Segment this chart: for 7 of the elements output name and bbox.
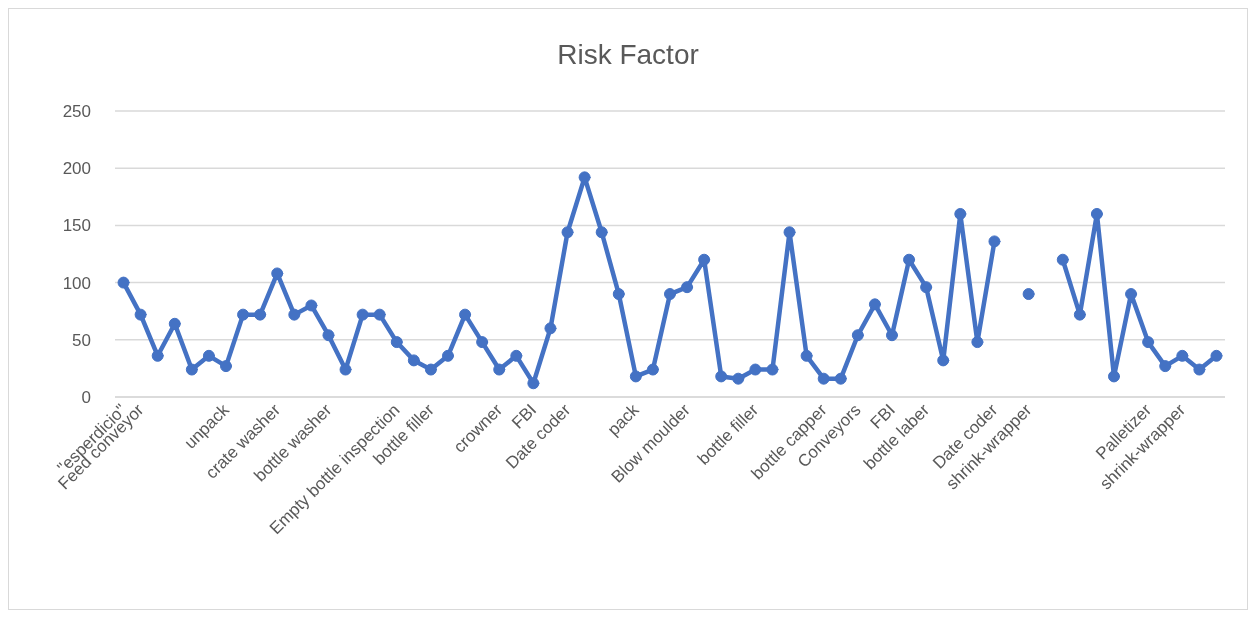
y-tick-label: 100 [62, 273, 91, 293]
y-tick-label: 50 [72, 330, 91, 350]
y-tick-label: 150 [62, 216, 91, 236]
chart-title: Risk Factor [556, 39, 700, 71]
y-tick-label: 200 [62, 159, 91, 179]
y-tick-label: 0 [81, 388, 91, 408]
y-tick-label: 250 [62, 102, 91, 122]
